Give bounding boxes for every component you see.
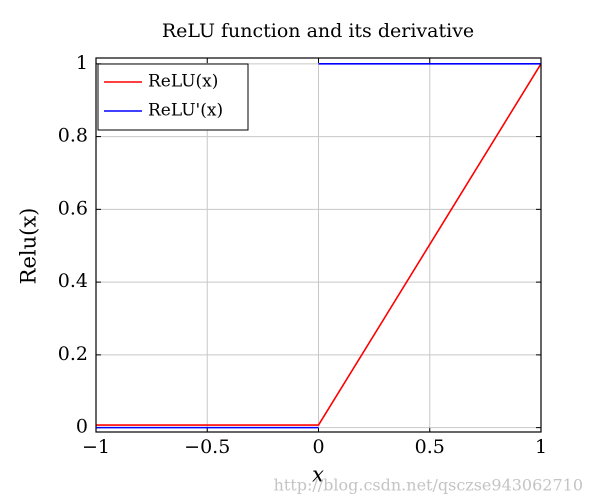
watermark: http://blog.csdn.net/qsczse943062710	[274, 476, 583, 495]
y-tick-label: 0.8	[58, 125, 88, 147]
x-tick-label: 1	[535, 436, 547, 458]
y-tick-label: 0.6	[58, 197, 88, 219]
y-tick-label: 1	[76, 52, 88, 74]
line	[96, 63, 541, 429]
line	[96, 63, 542, 426]
y-tick-label: 0.2	[58, 343, 88, 365]
legend-label: ReLU(x)	[148, 72, 218, 92]
legend-box	[97, 63, 249, 131]
y-axis-label: Relu(x)	[17, 208, 41, 285]
x-tick-label: −1	[82, 436, 110, 458]
x-tick-label: 0	[312, 436, 324, 458]
x-tick-label: 0.5	[415, 436, 445, 458]
x-axis-label: x	[312, 463, 324, 487]
plot-frame	[95, 57, 542, 433]
y-tick-label: 0	[76, 416, 88, 438]
x-tick-label: −0.5	[184, 436, 230, 458]
chart-title: ReLU function and its derivative	[162, 20, 474, 42]
legend-label: ReLU'(x)	[148, 101, 223, 121]
y-tick-label: 0.4	[58, 270, 88, 292]
